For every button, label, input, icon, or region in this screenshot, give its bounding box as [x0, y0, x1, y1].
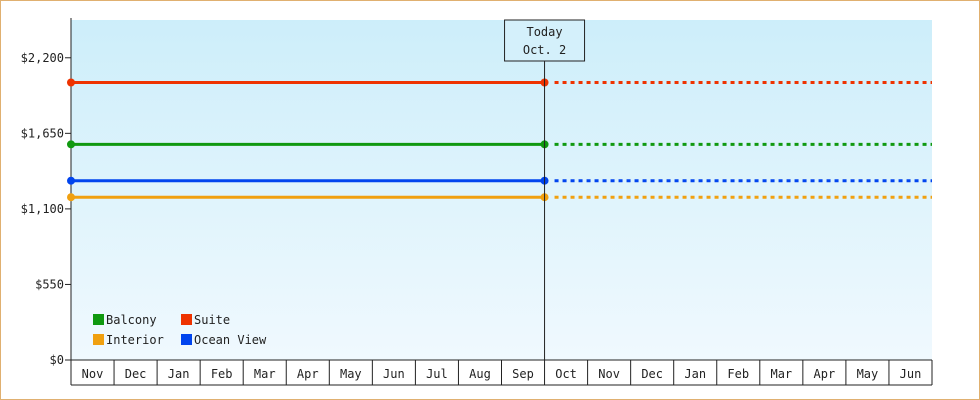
x-tick-label: Dec	[641, 367, 663, 381]
x-tick-label: Jun	[383, 367, 405, 381]
x-axis: Nov Dec Jan Feb Mar Apr May Jun Jul Aug Sep Oct Nov D…	[70, 359, 933, 386]
y-tick-label: $550	[35, 277, 64, 291]
legend-swatch	[93, 314, 104, 325]
x-tick-label: Nov	[598, 367, 620, 381]
x-tick-label: Sep	[512, 367, 534, 381]
legend-swatch	[93, 334, 104, 345]
today-marker: Today Oct. 2	[504, 19, 586, 360]
x-tick-label: Aug	[469, 367, 491, 381]
legend-label: Interior	[106, 333, 164, 347]
plot-area	[71, 20, 932, 360]
today-label: Today	[526, 25, 562, 39]
legend-label: Ocean View	[194, 333, 267, 347]
series-start-point[interactable]	[67, 176, 75, 185]
y-tick-label: $2,200	[21, 51, 64, 65]
x-tick-label: May	[857, 367, 879, 381]
series-start-point[interactable]	[67, 193, 75, 202]
x-tick-label: Feb	[727, 367, 749, 381]
x-tick-label: Feb	[211, 367, 233, 381]
x-tick-label: Jul	[426, 367, 448, 381]
x-tick-label: Mar	[770, 367, 792, 381]
x-tick-label: May	[340, 367, 362, 381]
y-tick-label: $0	[50, 353, 64, 367]
x-tick-label: Nov	[82, 367, 104, 381]
legend-swatch	[181, 334, 192, 345]
x-tick-label: Mar	[254, 367, 276, 381]
y-axis: $0 $550 $1,100 $1,650 $2,200	[21, 18, 72, 367]
today-date: Oct. 2	[523, 43, 566, 57]
x-tick-label: Jan	[168, 367, 190, 381]
y-tick-label: $1,100	[21, 202, 64, 216]
legend: Balcony Suite Interior Ocean View	[93, 313, 267, 347]
x-tick-label: Apr	[297, 367, 319, 381]
series-start-point[interactable]	[67, 140, 75, 149]
x-tick-label: Dec	[125, 367, 147, 381]
y-tick-label: $1,650	[21, 126, 64, 140]
series-start-point[interactable]	[67, 78, 75, 87]
today-box	[504, 19, 586, 62]
x-tick-label: Oct	[555, 367, 577, 381]
legend-label: Suite	[194, 313, 230, 327]
legend-label: Balcony	[106, 313, 157, 327]
x-tick-label: Jun	[900, 367, 922, 381]
series-layer	[67, 78, 932, 202]
legend-swatch	[181, 314, 192, 325]
x-tick-label: Apr	[814, 367, 836, 381]
x-tick-label: Jan	[684, 367, 706, 381]
